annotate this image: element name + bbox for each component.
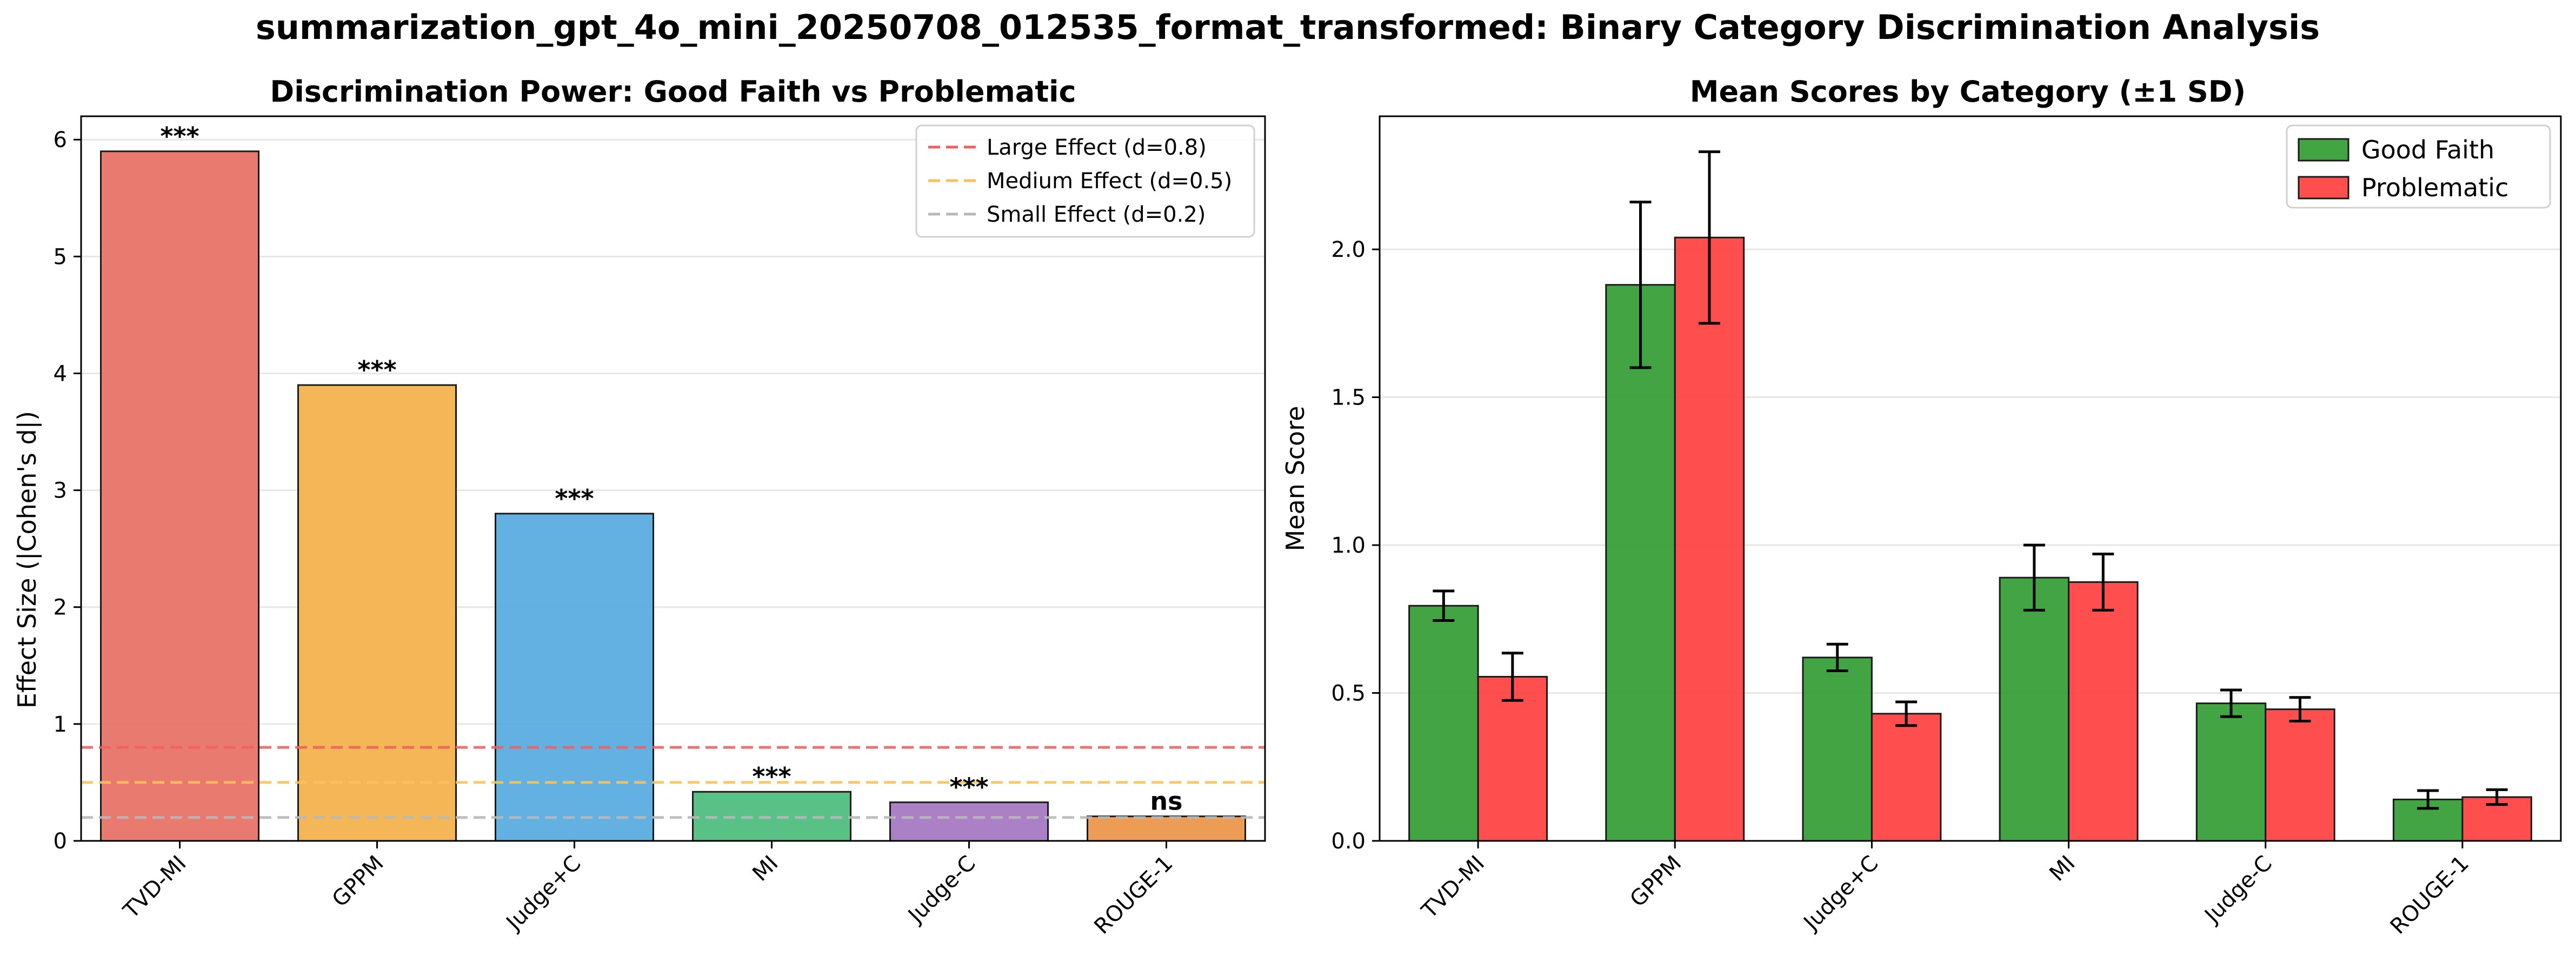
problematic-bar — [2265, 708, 2335, 842]
x-tick-label: ROUGE-1 — [2386, 851, 2474, 939]
legend-label: Large Effect (d=0.8) — [987, 135, 1207, 160]
y-tick-label: 1.5 — [1331, 386, 1366, 410]
mean-scores-gridlines — [1380, 248, 2561, 694]
good-faith-bar — [1802, 656, 1873, 842]
mean-scores-y-axis-label: Mean Score — [1281, 406, 1310, 552]
legend-swatch — [2298, 138, 2349, 162]
x-tick-label: GPPM — [1625, 851, 1686, 912]
y-tick-label: 5 — [54, 244, 67, 269]
good-faith-bar — [2195, 702, 2267, 842]
significance-label: *** — [949, 773, 988, 802]
y-tick-label: 2.0 — [1331, 237, 1366, 262]
effect-size-legend: Large Effect (d=0.8) Medium Effect (d=0.5… — [915, 124, 1255, 238]
legend-box — [2286, 124, 2551, 209]
effect-size-y-ticks: 0 1 2 3 4 5 6 — [54, 128, 81, 854]
y-tick-label: 0.0 — [1331, 829, 1366, 854]
y-tick-label: 1 — [54, 712, 67, 737]
figure-title: summarization_gpt_4o_mini_20250708_01253… — [256, 8, 2320, 47]
mean-scores-y-ticks: 0.0 0.5 1.0 1.5 2.0 — [1331, 237, 1380, 854]
mean-scores-chart-title: Mean Scores by Category (±1 SD) — [1690, 75, 2246, 109]
effect-size-bar — [100, 150, 259, 842]
x-tick-label: Judge+C — [1798, 851, 1883, 937]
legend-label: Problematic — [2361, 173, 2508, 202]
x-tick-label: GPPM — [328, 851, 389, 912]
x-tick-label: Judge-C — [902, 851, 980, 929]
effect-size-bar — [495, 513, 654, 842]
y-tick-label: 3 — [54, 479, 67, 503]
mean-scores-legend: Good Faith Problematic — [2286, 124, 2551, 209]
effect-size-chart: Discrimination Power: Good Faith vs Prob… — [12, 75, 1266, 939]
legend-label: Medium Effect (d=0.5) — [987, 169, 1232, 194]
problematic-bar — [1674, 236, 1745, 842]
significance-label: *** — [752, 762, 791, 791]
effect-size-reference-lines — [81, 746, 1265, 819]
y-tick-label: 6 — [54, 128, 67, 152]
good-faith-bar — [1999, 576, 2070, 842]
effect-size-significance-labels: *** *** *** *** *** ns — [160, 122, 1182, 816]
x-tick-label: MI — [2045, 851, 2080, 886]
mean-scores-chart: Mean Scores by Category (±1 SD) Mean Sco… — [1281, 75, 2562, 939]
x-tick-label: Judge+C — [501, 851, 586, 937]
mean-scores-x-ticks: TVD-MI GPPM Judge+C MI Judge-C ROUGE-1 — [1417, 841, 2474, 939]
significance-label: *** — [357, 355, 396, 384]
legend-label: Small Effect (d=0.2) — [987, 202, 1206, 227]
significance-label: ns — [1150, 787, 1182, 816]
problematic-bar — [2068, 581, 2139, 842]
mean-scores-plot-frame — [1379, 115, 2562, 842]
x-tick-label: TVD-MI — [1417, 851, 1490, 924]
effect-size-chart-title: Discrimination Power: Good Faith vs Prob… — [270, 75, 1076, 109]
x-tick-label: TVD-MI — [118, 851, 191, 924]
good-faith-bar — [1408, 605, 1479, 842]
legend-box — [915, 124, 1255, 238]
x-tick-label: MI — [748, 851, 783, 886]
significance-label: *** — [160, 122, 199, 151]
y-tick-label: 4 — [54, 361, 67, 386]
y-tick-label: 0 — [54, 829, 67, 854]
effect-size-plot-frame — [80, 115, 1266, 842]
y-tick-label: 2 — [54, 595, 67, 620]
legend-swatch — [2298, 176, 2349, 200]
mean-scores-error-bars — [1433, 150, 2508, 810]
effect-size-gridlines — [81, 138, 1265, 725]
x-tick-label: ROUGE-1 — [1089, 851, 1177, 939]
y-tick-label: 0.5 — [1331, 681, 1366, 706]
mean-scores-bars — [1408, 236, 2532, 842]
effect-size-y-axis-label: Effect Size (|Cohen's d|) — [12, 411, 42, 708]
problematic-bar — [1871, 713, 1942, 842]
good-faith-bar — [1605, 284, 1676, 842]
effect-size-bar — [297, 384, 457, 842]
effect-size-x-ticks: TVD-MI GPPM Judge+C MI Judge-C ROUGE-1 — [118, 841, 1178, 939]
effect-size-bar — [889, 801, 1049, 842]
x-tick-label: Judge-C — [2199, 851, 2277, 929]
effect-size-bars — [100, 150, 1246, 842]
y-tick-label: 1.0 — [1331, 533, 1366, 558]
legend-label: Good Faith — [2361, 135, 2494, 164]
significance-label: *** — [555, 484, 594, 513]
effect-size-bar — [1087, 815, 1246, 842]
